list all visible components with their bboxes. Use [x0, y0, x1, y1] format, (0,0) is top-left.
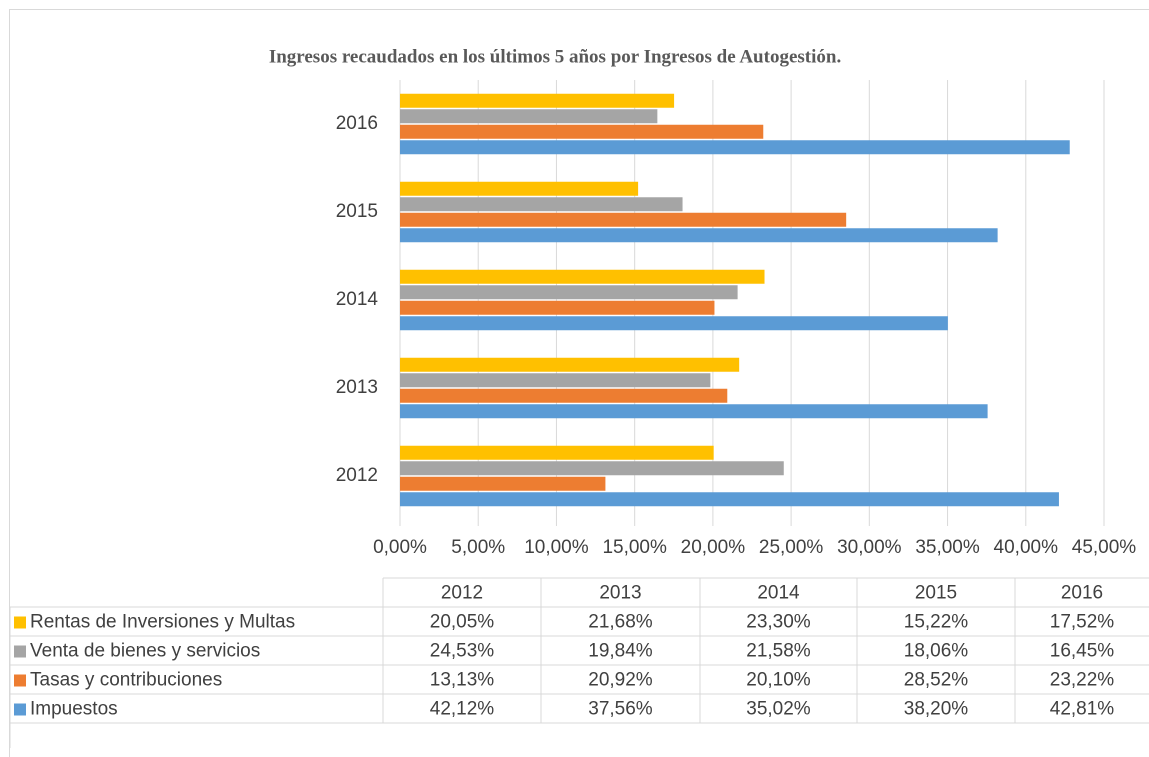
table-cell: 20,92% — [588, 670, 653, 691]
bar — [400, 197, 683, 212]
x-tick-label: 20,00% — [681, 537, 746, 558]
bar — [400, 316, 948, 331]
x-tick-label: 45,00% — [1072, 537, 1137, 558]
table-cell: 18,06% — [904, 641, 969, 662]
table-cell: 28,52% — [904, 670, 969, 691]
bar — [400, 373, 711, 388]
x-tick-label: 0,00% — [373, 537, 427, 558]
x-tick-label: 40,00% — [994, 537, 1059, 558]
chart-title: Ingresos recaudados en los últimos 5 año… — [269, 46, 841, 67]
bar — [400, 404, 988, 419]
table-cell: 19,84% — [588, 641, 653, 662]
table-cell: 42,12% — [430, 699, 495, 720]
x-tick-label: 10,00% — [524, 537, 589, 558]
bar — [400, 461, 784, 476]
table-cell: 20,05% — [430, 612, 495, 633]
legend-swatch — [14, 616, 26, 629]
legend-swatch — [14, 703, 26, 716]
legend-label: Venta de bienes y servicios — [30, 641, 260, 662]
table-cell: 20,10% — [746, 670, 811, 691]
bar — [400, 445, 714, 460]
table-header: 2015 — [915, 583, 957, 604]
legend-label: Impuestos — [30, 699, 118, 720]
y-tick-label: 2012 — [336, 465, 378, 486]
bar — [400, 124, 764, 139]
table-cell: 37,56% — [588, 699, 653, 720]
bar — [400, 300, 715, 315]
table-cell: 42,81% — [1050, 699, 1115, 720]
bar — [400, 181, 639, 196]
bar — [400, 285, 738, 300]
bar — [400, 476, 606, 491]
x-tick-label: 25,00% — [759, 537, 824, 558]
table-cell: 23,22% — [1050, 670, 1115, 691]
y-tick-label: 2014 — [336, 289, 379, 310]
legend-swatch — [14, 674, 26, 687]
y-tick-label: 2016 — [336, 113, 378, 134]
bar — [400, 269, 765, 284]
table-cell: 38,20% — [904, 699, 969, 720]
table-cell: 17,52% — [1050, 612, 1115, 633]
x-tick-label: 35,00% — [915, 537, 980, 558]
bar — [400, 140, 1070, 155]
chart-frame — [9, 9, 1149, 757]
y-tick-label: 2015 — [336, 201, 378, 222]
table-cell: 13,13% — [430, 670, 495, 691]
bar — [400, 492, 1059, 507]
table-header: 2012 — [441, 583, 483, 604]
bar — [400, 228, 998, 243]
table-header: 2013 — [599, 583, 641, 604]
table-cell: 24,53% — [430, 641, 495, 662]
y-tick-label: 2013 — [336, 377, 378, 398]
x-tick-label: 15,00% — [602, 537, 667, 558]
table-cell: 21,68% — [588, 612, 653, 633]
table-cell: 16,45% — [1050, 641, 1115, 662]
legend-swatch — [14, 645, 26, 658]
bar — [400, 212, 847, 227]
table-cell: 15,22% — [904, 612, 969, 633]
x-tick-label: 30,00% — [837, 537, 902, 558]
bar — [400, 109, 658, 124]
legend-label: Tasas y contribuciones — [30, 670, 222, 691]
bar — [400, 388, 728, 403]
table-cell: 21,58% — [746, 641, 811, 662]
table-header: 2014 — [757, 583, 800, 604]
bar — [400, 93, 675, 108]
table-cell: 23,30% — [746, 612, 811, 633]
legend-label: Rentas de Inversiones y Multas — [30, 612, 295, 633]
x-tick-label: 5,00% — [451, 537, 505, 558]
table-header: 2016 — [1061, 583, 1103, 604]
bar — [400, 357, 740, 372]
table-cell: 35,02% — [746, 699, 811, 720]
